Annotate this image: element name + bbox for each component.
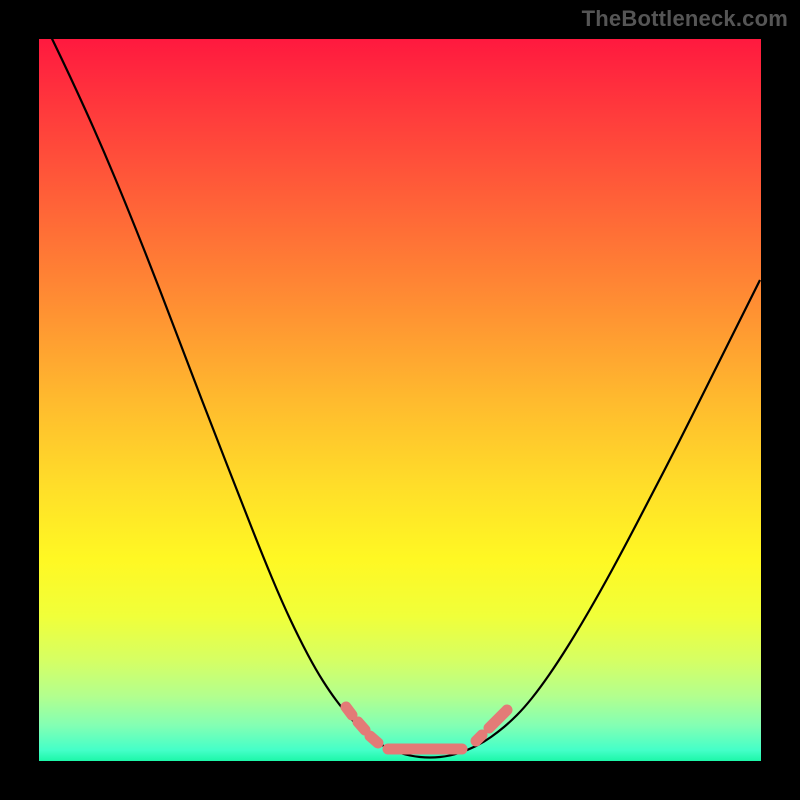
chart-stage: TheBottleneck.com [0,0,800,800]
watermark-text: TheBottleneck.com [582,6,788,32]
bottleneck-chart [0,0,800,800]
highlight-segment [476,735,482,741]
highlight-segment [346,707,352,715]
plot-area [39,39,761,761]
highlight-segment [358,722,365,730]
highlight-segment [370,736,378,743]
